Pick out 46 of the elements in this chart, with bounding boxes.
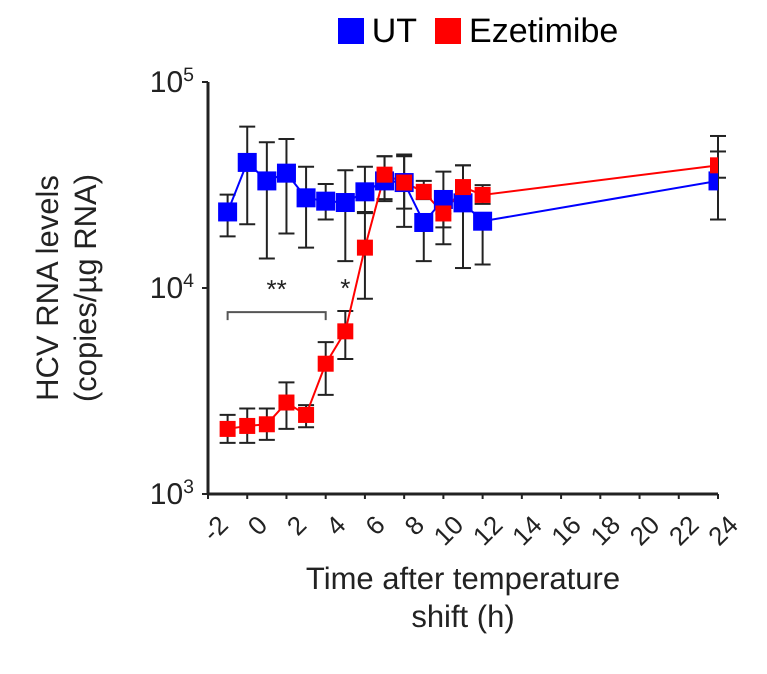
point [318, 356, 334, 372]
point [356, 240, 373, 256]
point [355, 182, 374, 202]
x-tick-label: 4 [320, 510, 352, 542]
point [220, 420, 236, 437]
x-tick-label: 8 [398, 510, 430, 542]
point [473, 212, 492, 231]
annotation: * [340, 273, 350, 304]
point [218, 202, 238, 222]
y-tick-label: 10$^{4}$ [150, 270, 194, 305]
y-tick-label: 10$^{3}$ [150, 476, 194, 511]
point [454, 193, 472, 212]
x-tick-label: 14 [506, 510, 548, 552]
x-tick-label: 22 [662, 510, 705, 552]
point [435, 205, 452, 222]
point [414, 212, 434, 232]
x-tick-label: 20 [624, 510, 666, 552]
x-tick-label: 0 [242, 510, 274, 542]
x-tick-label: 16 [545, 510, 587, 552]
legend-label: Ezetimibe [469, 12, 618, 50]
point [336, 193, 355, 212]
x-tick-label: 6 [359, 510, 391, 542]
legend-label: UT [372, 12, 418, 50]
x-tick-label: 18 [584, 510, 626, 552]
point [257, 171, 276, 190]
point [276, 164, 296, 183]
point [298, 406, 314, 423]
point [296, 188, 316, 208]
point [455, 179, 471, 196]
point [258, 416, 275, 432]
x-tick-label: 10 [428, 510, 470, 552]
x-tick-label: 12 [466, 510, 508, 552]
point [416, 184, 432, 200]
point [316, 192, 336, 211]
point [238, 152, 257, 172]
point [376, 166, 393, 183]
point [239, 418, 256, 434]
y-tick-label: 10$^{5}$ [150, 64, 194, 99]
x-tick-label: 24 [702, 510, 744, 552]
y-axis-title: HCV RNA levels (copies/µg RNA) [30, 174, 103, 402]
x-axis-title: Time after temperature shift (h) [306, 561, 620, 634]
x-tick-label: 2 [280, 510, 312, 542]
x-tick-label: -2 [196, 510, 234, 548]
point [337, 323, 354, 340]
point [278, 394, 294, 411]
annotation: ** [266, 274, 287, 304]
